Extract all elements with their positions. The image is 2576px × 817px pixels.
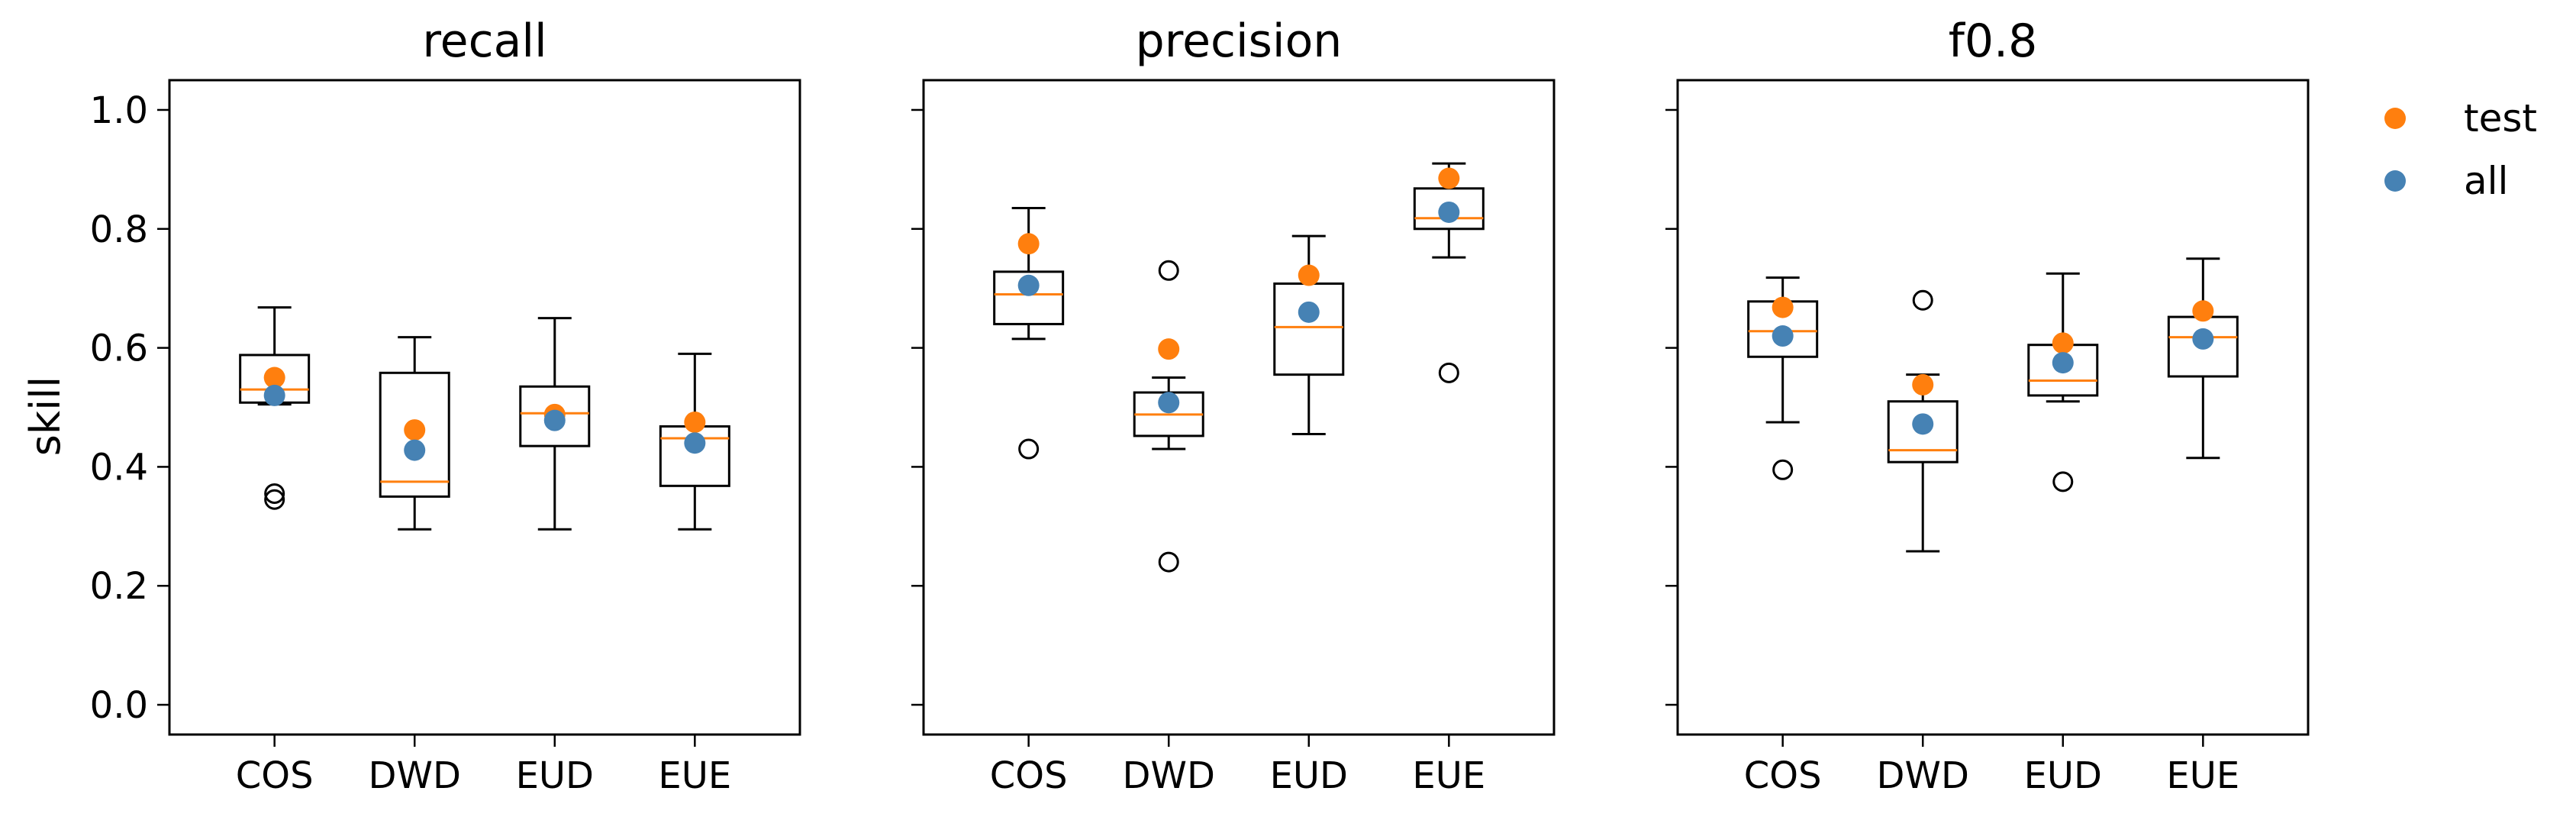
box-DWD: DWD: [1123, 260, 1215, 797]
all-point: [2192, 328, 2214, 350]
x-tick-label: DWD: [1123, 754, 1215, 797]
test-point: [1298, 264, 1320, 286]
box-EUD: EUD: [2024, 272, 2102, 797]
test-point: [2052, 332, 2074, 354]
test-point: [2192, 300, 2214, 322]
x-tick-label: EUD: [2024, 754, 2102, 797]
panel-title: recall: [422, 15, 546, 68]
legend-label: test: [2464, 96, 2537, 140]
panel-0: recall 0.0 0.2 0.4 0.6 0.8 1.0 COS DWD EUD EUE: [90, 15, 801, 797]
box-DWD: DWD: [369, 336, 461, 797]
outlier-point: [1772, 459, 1794, 480]
legend-marker: [2384, 170, 2406, 192]
outlier-point: [1912, 289, 1933, 311]
outlier-point: [2052, 471, 2074, 492]
box-COS: COS: [1744, 276, 1822, 797]
x-tick-label: EUE: [2166, 754, 2239, 797]
x-tick-label: DWD: [1877, 754, 1969, 797]
y-tick-label: 0.8: [90, 208, 148, 251]
y-axis-label: skill: [21, 376, 69, 456]
panel-1: precision COS DWD EUD EUE: [911, 15, 1556, 797]
all-point: [2052, 352, 2074, 374]
iqr-box: [1273, 282, 1345, 376]
all-point: [263, 384, 285, 406]
y-tick-label: 0.6: [90, 328, 148, 370]
x-tick-label: COS: [236, 754, 314, 797]
box-COS: COS: [236, 306, 314, 797]
panel-2: f0.8 COS DWD EUD EUE: [1665, 15, 2310, 797]
iqr-box: [379, 371, 450, 498]
box-DWD: DWD: [1877, 289, 1969, 797]
legend-item-all: all: [2384, 159, 2508, 203]
all-point: [543, 409, 566, 431]
all-point: [1438, 201, 1460, 223]
all-point: [1772, 325, 1794, 347]
legend-marker: [2384, 108, 2406, 129]
box-COS: COS: [990, 207, 1068, 797]
box-EUE: EUE: [658, 352, 731, 797]
y-tick-label: 1.0: [90, 89, 148, 132]
iqr-box: [519, 385, 591, 447]
box-EUD: EUD: [516, 317, 594, 797]
plot-frame: [922, 79, 1556, 736]
x-tick-label: EUE: [1412, 754, 1485, 797]
all-point: [1158, 392, 1180, 414]
legend-item-test: test: [2384, 96, 2537, 140]
test-point: [263, 367, 285, 389]
iqr-box: [1887, 400, 1959, 463]
all-point: [1912, 413, 1934, 435]
outlier-point: [264, 489, 285, 510]
x-tick-label: EUE: [658, 754, 731, 797]
x-tick-label: COS: [1744, 754, 1822, 797]
legend-label: all: [2464, 159, 2508, 203]
all-point: [404, 439, 426, 461]
x-tick-label: EUD: [516, 754, 594, 797]
box-EUE: EUE: [2166, 257, 2239, 797]
outlier-point: [1438, 362, 1459, 383]
y-tick-label: 0.2: [90, 565, 148, 608]
box-EUE: EUE: [1412, 162, 1485, 797]
outlier-point: [264, 483, 285, 504]
outlier-point: [1158, 551, 1179, 573]
test-point: [684, 411, 706, 433]
y-tick-label: 0.4: [90, 446, 148, 489]
x-tick-label: EUD: [1270, 754, 1348, 797]
test-point: [1438, 167, 1460, 189]
outlier-point: [1158, 260, 1179, 281]
test-point: [1912, 373, 1934, 396]
panel-title: precision: [1136, 15, 1343, 68]
all-point: [1298, 301, 1320, 323]
outlier-point: [1018, 438, 1040, 460]
legend: test all: [2384, 96, 2537, 203]
all-point: [1017, 274, 1040, 296]
panel-title: f0.8: [1949, 15, 2038, 68]
plot-frame: [1676, 79, 2310, 736]
all-point: [684, 432, 706, 454]
box-EUD: EUD: [1270, 234, 1348, 797]
test-point: [1017, 233, 1040, 255]
iqr-box: [993, 270, 1065, 325]
x-tick-label: DWD: [369, 754, 461, 797]
test-point: [1772, 296, 1794, 318]
test-point: [1158, 338, 1180, 360]
y-tick-label: 0.0: [90, 684, 148, 727]
x-tick-label: COS: [990, 754, 1068, 797]
plot-frame: [168, 79, 801, 736]
test-point: [404, 419, 426, 441]
